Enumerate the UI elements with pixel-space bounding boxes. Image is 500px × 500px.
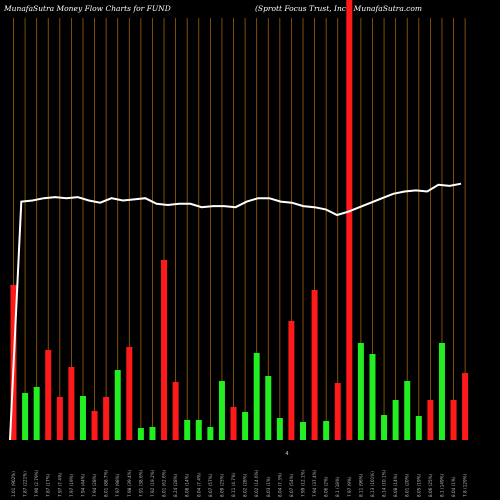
bar xyxy=(450,400,457,440)
bar xyxy=(218,381,225,440)
tick-label: 7.94 (37.4%) xyxy=(312,469,317,497)
bar xyxy=(242,412,249,440)
bar xyxy=(404,381,411,440)
tick-label: 8.02 (28%) xyxy=(243,473,248,497)
tick-label: 7.92 (19.2%) xyxy=(150,469,155,497)
bar xyxy=(253,353,260,440)
bar xyxy=(149,427,156,440)
bar xyxy=(91,411,98,440)
tick-label: 7.87 (221%) xyxy=(23,471,28,497)
tick-label: 8.24 (28%) xyxy=(173,473,178,497)
bar xyxy=(392,400,399,440)
bar xyxy=(126,347,133,440)
chart-title-left: MunafaSutra Money Flow Charts for FUND xyxy=(3,4,171,13)
bar xyxy=(357,343,364,440)
tick-label: 7.99 (12.1%) xyxy=(301,469,306,497)
bar xyxy=(56,397,63,440)
tick-label: 8.04 (1%) xyxy=(451,476,456,497)
bar xyxy=(79,396,86,440)
bar xyxy=(22,393,29,440)
bar xyxy=(45,350,52,440)
tick-label: 8.11 (96%) xyxy=(358,473,363,497)
tick-label: 8.01 (62.6%) xyxy=(162,469,167,497)
tick-label: 7.98 (39.4%) xyxy=(127,469,132,497)
bar xyxy=(103,397,110,440)
tick-label: 7.97 (98%) xyxy=(115,473,120,497)
bar xyxy=(311,290,318,440)
tick-label: 7.94 (44%) xyxy=(80,473,85,497)
tick-label: 1.01 (902%) xyxy=(11,471,16,497)
bar xyxy=(195,420,202,440)
bar xyxy=(462,373,469,440)
bar xyxy=(288,321,295,440)
tick-label: 8.07 (54%) xyxy=(289,473,294,497)
tick-label: 7.90 (2.79%) xyxy=(34,469,39,497)
bar xyxy=(184,420,191,440)
tick-label: 8.06 (2%) xyxy=(324,476,329,497)
tick-label: 7.97 (19%) xyxy=(69,473,74,497)
bar xyxy=(172,382,179,440)
bar xyxy=(265,376,272,440)
tick-label: 7.8 (129%) xyxy=(463,473,468,497)
tick-label: 7.97 (9%) xyxy=(347,476,352,497)
flow-line xyxy=(9,182,462,441)
tick-label: 8.08 (14%) xyxy=(393,473,398,497)
tick-label: 8.02 (14.6%) xyxy=(254,469,259,497)
bar xyxy=(114,370,121,440)
tick-label: 8.07 (57%) xyxy=(208,473,213,497)
bar xyxy=(381,415,388,440)
tick-label: 8.01 (20%) xyxy=(405,473,410,497)
tick-label: 8.1 (18%) xyxy=(335,476,340,497)
chart-title-right: (Sprott Focus Trust, Inc.) MunafaSutra.c… xyxy=(255,4,422,13)
tick-label: 8.04 (7.3%) xyxy=(277,472,282,497)
tick-label: 7.97 (7.4%) xyxy=(57,472,62,497)
bar xyxy=(334,383,341,440)
bar xyxy=(33,387,40,440)
bar xyxy=(230,407,237,440)
bar xyxy=(207,427,214,440)
tick-label: 7.94 (28%) xyxy=(92,473,97,497)
tick-label: 8.04 (7.4%) xyxy=(196,472,201,497)
tick-label: 8.1 (149%) xyxy=(439,473,444,497)
tick-label: 8.13 (101%) xyxy=(370,471,375,497)
bar xyxy=(369,354,376,440)
tick-label: 7.91 (38.6%) xyxy=(138,469,143,497)
tick-label: 7.87 (17%) xyxy=(46,473,51,497)
tick-label: 8.08 (14%) xyxy=(185,473,190,497)
bar xyxy=(346,0,353,440)
bar xyxy=(161,260,168,440)
bar xyxy=(300,422,306,440)
center-label: 4 xyxy=(285,451,288,457)
tick-label: 8.09 (25%) xyxy=(219,473,224,497)
tick-label: 8.14 (10.1%) xyxy=(382,469,387,497)
bar xyxy=(415,416,422,440)
tick-label: 8.11 (4.7%) xyxy=(231,472,236,497)
bar xyxy=(323,421,330,440)
bar xyxy=(68,367,75,440)
tick-label: 8.03 (1%) xyxy=(266,476,271,497)
tick-label: 8.01 (88.7%) xyxy=(104,469,109,497)
bar xyxy=(137,428,144,440)
bar xyxy=(438,343,445,440)
tick-label: 8.05 (19%) xyxy=(416,473,421,497)
bar xyxy=(427,400,434,440)
bar xyxy=(276,418,283,440)
tick-label: 8.06 (25%) xyxy=(428,473,433,497)
